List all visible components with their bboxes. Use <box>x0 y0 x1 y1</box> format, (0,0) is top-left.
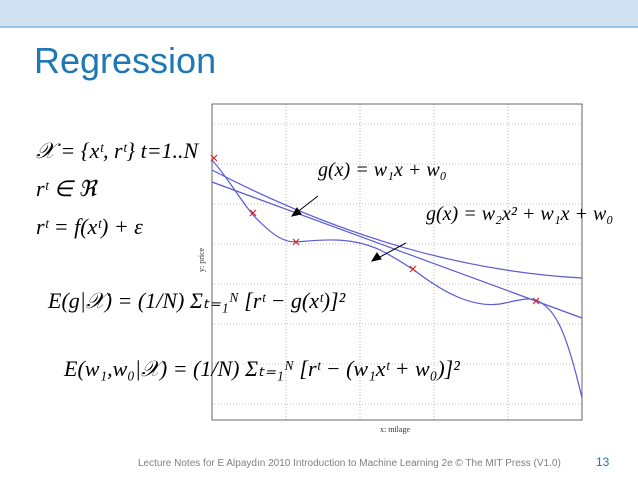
data-point <box>292 238 300 246</box>
plot-background <box>174 100 600 440</box>
linear-model-label: g(x) = w₁x + w₀ <box>318 159 447 181</box>
data-point <box>409 265 417 273</box>
arrow-quadratic <box>377 242 407 259</box>
quadratic-model-label: g(x) = w₂x² + w₁x + w₀ <box>426 203 614 225</box>
y-axis-label: y: price <box>197 247 206 272</box>
error-w-equation: E(w₁,w₀|𝒳) = (1/N) Σₜ₌₁ᴺ [rᵗ − (w₁xᵗ + w… <box>64 356 460 381</box>
error-g-equation: E(g|𝒳) = (1/N) Σₜ₌₁ᴺ [rᵗ − g(xᵗ)]² <box>48 288 346 313</box>
x-axis-label: x: milage <box>380 425 410 434</box>
plot-frame <box>211 103 583 421</box>
arrow-linear <box>295 195 319 214</box>
header-divider <box>0 26 638 28</box>
data-point <box>210 154 218 162</box>
quadratic-fit-curve <box>211 169 583 279</box>
high-order-fit-curve <box>211 159 583 399</box>
header-bar <box>0 0 638 26</box>
data-point <box>249 209 257 217</box>
page-number: 13 <box>596 455 610 469</box>
linear-fit-line <box>211 181 583 319</box>
slide-title: Regression <box>34 40 217 81</box>
annotation-arrows <box>290 195 407 262</box>
data-point <box>532 297 540 305</box>
r-in-reals-equation: rᵗ ∈ ℜ <box>36 176 97 201</box>
r-function-equation: rᵗ = f(xᵗ) + ε <box>36 214 143 239</box>
slide-footer: Lecture Notes for E Alpaydın 2010 Introd… <box>138 458 561 469</box>
data-points <box>210 154 540 305</box>
dataset-equation: 𝒳 = {xᵗ, rᵗ} t=1..N <box>36 138 199 163</box>
